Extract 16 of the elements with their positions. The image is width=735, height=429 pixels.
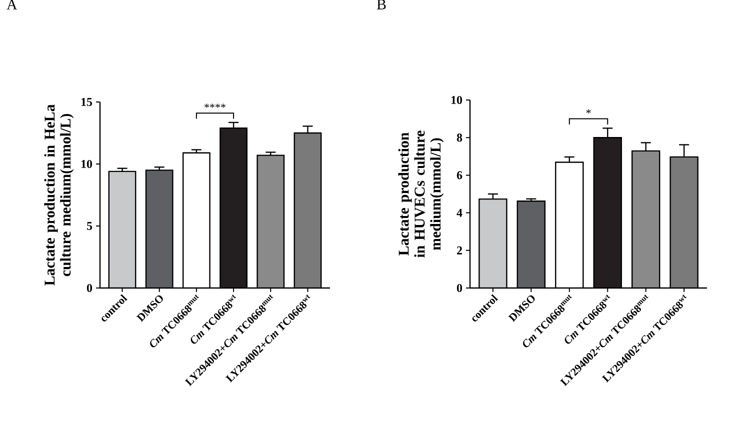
y-tick-label: 10 — [451, 96, 462, 104]
y-tick-label: 2 — [457, 246, 462, 254]
annotation: * — [586, 109, 591, 114]
y-axis-title: Lactate production in HUVECs culture medium(mmol/L) — [398, 130, 444, 258]
chart-title: A — [6, 0, 18, 10]
y-tick-label: 8 — [456, 134, 462, 142]
y-tick-label: 0 — [86, 284, 92, 292]
y-tick-label: 4 — [456, 208, 462, 217]
y-tick-label: 15 — [81, 98, 92, 106]
annotation: **** — [204, 104, 226, 108]
y-axis-title: Lactate production in HeLa culture medium(mmol/L) — [44, 104, 74, 286]
y-tick-label: 0 — [456, 284, 462, 292]
chart-title: B — [376, 0, 386, 10]
y-tick-label: 5 — [86, 222, 92, 230]
y-tick-label: 6 — [456, 171, 462, 180]
y-tick-label: 10 — [81, 160, 92, 168]
